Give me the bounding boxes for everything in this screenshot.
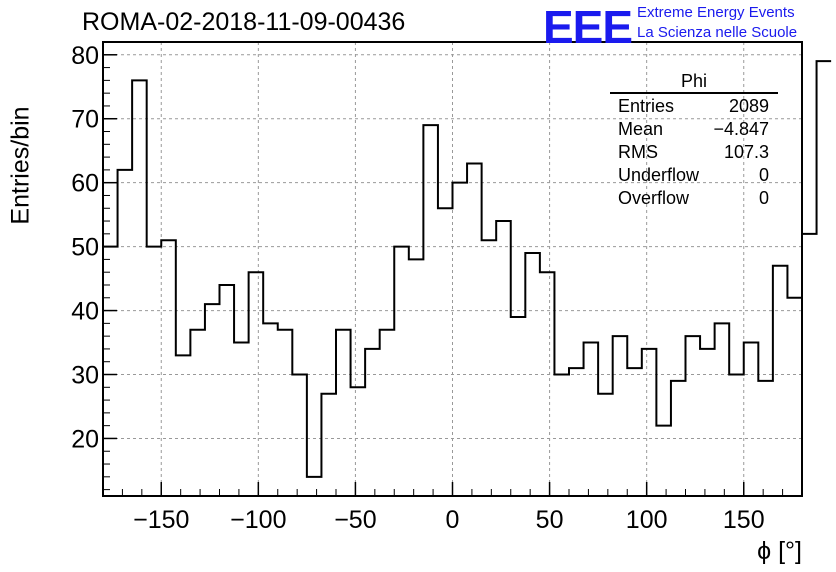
x-tick-label: 50 <box>536 506 564 534</box>
stats-row-rms: RMS 107.3 <box>610 141 778 164</box>
stats-row-overflow: Overflow 0 <box>610 187 778 210</box>
y-tick-label: 30 <box>71 362 99 390</box>
chart-title: ROMA-02-2018-11-09-00436 <box>82 8 406 36</box>
y-tick-label: 20 <box>71 425 99 453</box>
y-tick-label: 50 <box>71 234 99 262</box>
stats-row-mean: Mean −4.847 <box>610 118 778 141</box>
histogram-line <box>103 60 832 478</box>
stats-label: Mean <box>618 119 664 139</box>
logo-caption-line2: La Scienza nelle Scuole <box>637 24 798 41</box>
y-axis-label-wrap: Entries/bin <box>6 0 36 290</box>
y-tick-label: 60 <box>71 170 99 198</box>
logo-caption-line1: Extreme Energy Events <box>637 4 795 21</box>
x-axis-label: ϕ [°] <box>757 537 802 565</box>
stats-title: Phi <box>610 70 778 94</box>
stats-value: 0 <box>758 188 769 208</box>
x-tick-label: 150 <box>723 506 765 534</box>
x-tick-label: −100 <box>230 506 286 534</box>
stats-row-underflow: Underflow 0 <box>610 164 778 187</box>
stats-value: 2089 <box>728 96 769 116</box>
stats-label: RMS <box>618 142 658 162</box>
stats-value: 0 <box>758 165 769 185</box>
x-tick-label: 0 <box>446 506 460 534</box>
stats-value: −4.847 <box>713 119 769 139</box>
x-tick-label: 100 <box>626 506 668 534</box>
stats-row-entries: Entries 2089 <box>610 95 778 118</box>
x-tick-label: −150 <box>133 506 189 534</box>
stats-label: Overflow <box>618 188 690 208</box>
stats-label: Entries <box>618 96 675 116</box>
y-tick-label: 80 <box>71 42 99 70</box>
y-tick-label: 40 <box>71 298 99 326</box>
x-tick-label: −50 <box>334 506 376 534</box>
eee-logo: EEE <box>543 1 633 53</box>
stats-label: Underflow <box>618 165 700 185</box>
logo-caption: Extreme Energy Events La Scienza nelle S… <box>637 3 797 43</box>
stats-value: 107.3 <box>723 142 769 162</box>
y-axis-label: Entries/bin <box>6 106 35 225</box>
y-tick-label: 70 <box>71 106 99 134</box>
stats-box: Phi Entries 2089 Mean −4.847 RMS 107.3 U… <box>610 70 778 210</box>
